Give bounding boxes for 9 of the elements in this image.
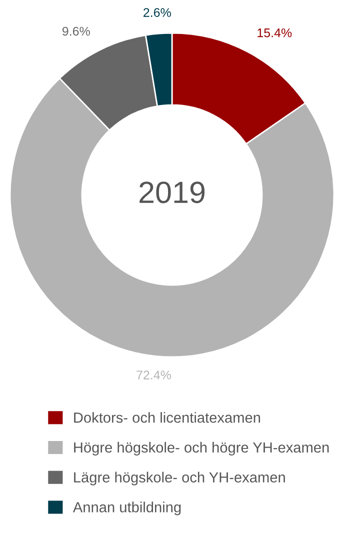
data-label: 72.4%: [136, 370, 172, 380]
data-label: 2.6%: [144, 8, 171, 17]
text: 2019: [140, 182, 205, 204]
legend-label: Lägre högskole- och YH-examen: [74, 472, 285, 486]
data-label: 9.6%: [62, 26, 90, 36]
legend-label: Doktors- och licentiatexamen: [74, 412, 260, 423]
legend-label: Högre högskole- och högre YH-examen: [74, 442, 329, 456]
legend-label: Annan utbildning: [72, 502, 181, 516]
data-label: 15.4%: [258, 28, 292, 38]
